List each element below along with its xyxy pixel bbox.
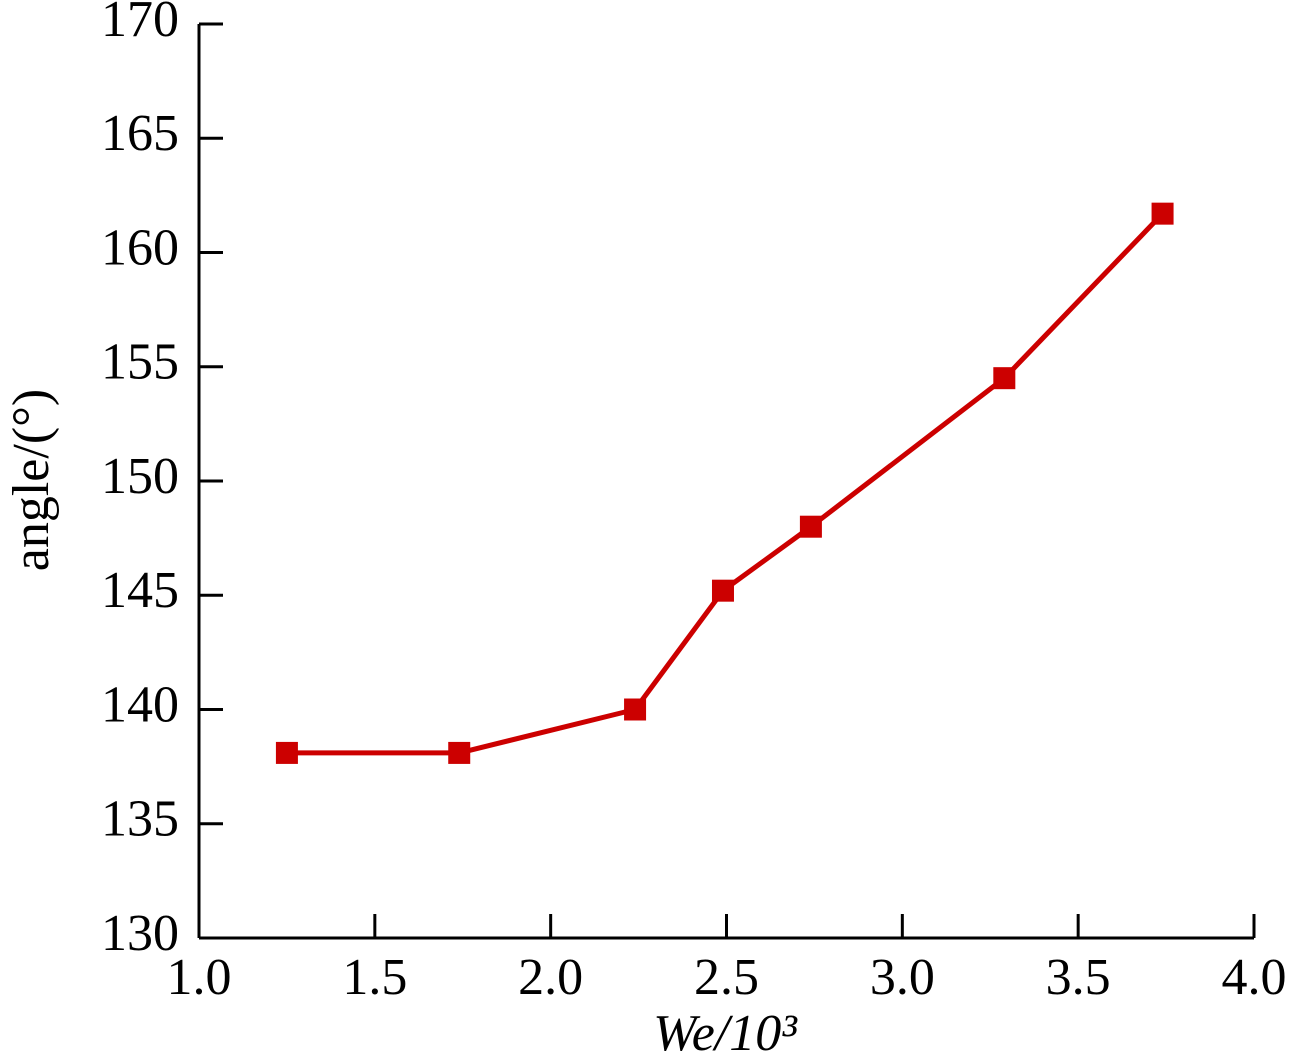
x-tick-label: 3.0 [870,949,935,1006]
data-line [286,211,1165,756]
y-tick-label: 135 [101,791,179,848]
y-axis-label: angle/(°) [3,389,60,571]
x-tick-label: 4.0 [1222,949,1287,1006]
marker [993,367,1016,390]
x-axis-label: We/10³ [653,1005,798,1062]
x-tick-label: 1.5 [342,949,407,1006]
y-tick-label: 170 [101,0,179,48]
marker [624,698,647,721]
y-tick-label: 155 [101,334,179,391]
marker [448,741,471,764]
x-tick-label: 2.5 [694,949,759,1006]
marker [1151,202,1174,225]
y-tick-label: 160 [101,219,179,276]
y-tick-label: 145 [101,562,179,619]
marker [799,515,822,538]
y-tick-label: 140 [101,676,179,733]
y-tick-label: 165 [101,105,179,162]
marker [711,579,734,602]
x-tick-label: 1.0 [167,949,232,1006]
x-tick-label: 2.0 [518,949,583,1006]
x-tick-label: 3.5 [1046,949,1111,1006]
y-tick-label: 130 [101,905,179,962]
marker [275,741,298,764]
y-tick-label: 150 [101,448,179,505]
